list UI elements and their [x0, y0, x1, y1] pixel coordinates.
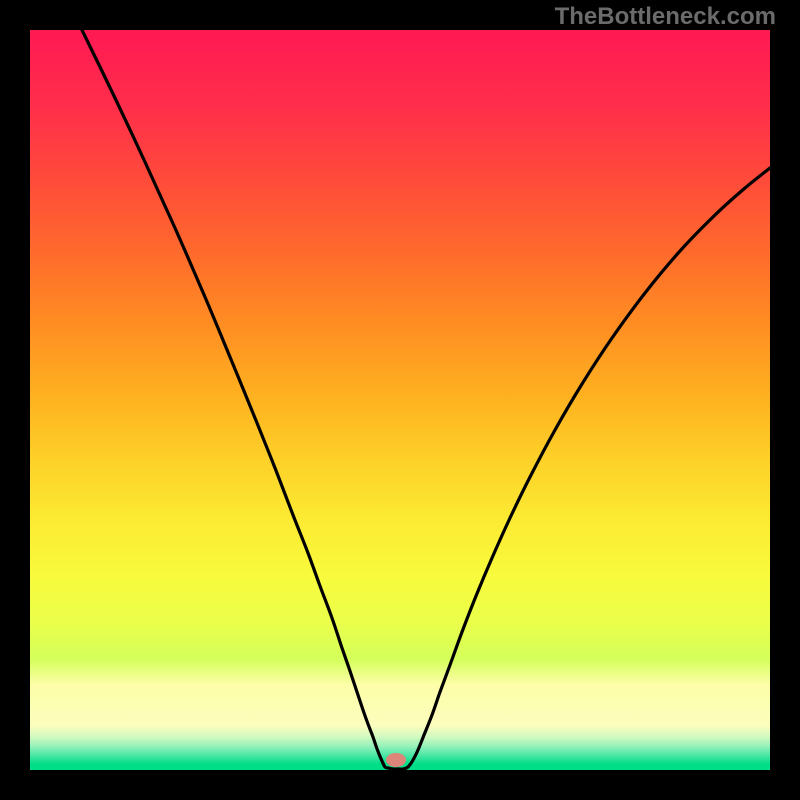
curve-path [82, 30, 770, 769]
bottleneck-curve [30, 30, 770, 770]
chart-container: TheBottleneck.com [0, 0, 800, 800]
plot-area [30, 30, 770, 770]
optimum-marker [386, 753, 406, 767]
watermark-text: TheBottleneck.com [555, 3, 776, 31]
